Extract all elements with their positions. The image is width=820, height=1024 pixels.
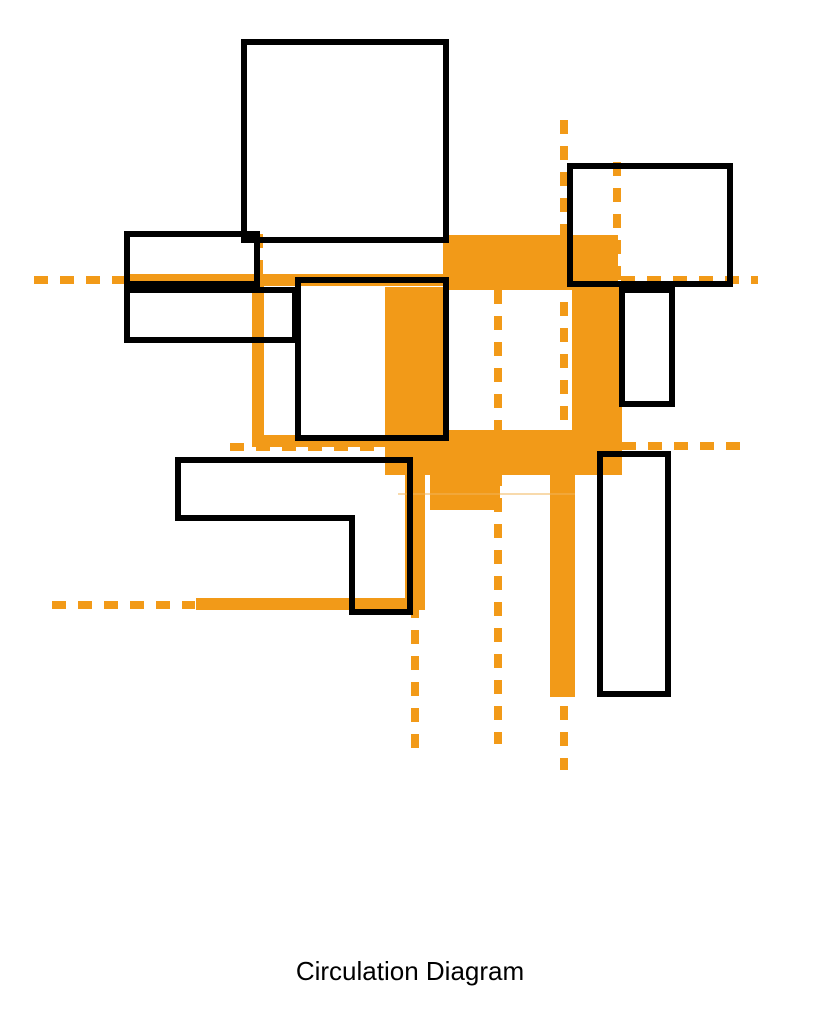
diagram-title: Circulation Diagram: [0, 956, 820, 987]
circulation-fill: [385, 287, 445, 437]
building-outline: [127, 290, 295, 340]
diagram-svg: [0, 0, 820, 1024]
circulation-fill: [196, 598, 409, 610]
circulation-fill: [572, 287, 622, 437]
building-outline: [600, 454, 668, 694]
diagram-canvas: Circulation Diagram: [0, 0, 820, 1024]
building-outline: [178, 460, 410, 612]
building-outline: [622, 290, 672, 404]
building-outline: [244, 42, 446, 240]
circulation-fill: [430, 475, 500, 510]
